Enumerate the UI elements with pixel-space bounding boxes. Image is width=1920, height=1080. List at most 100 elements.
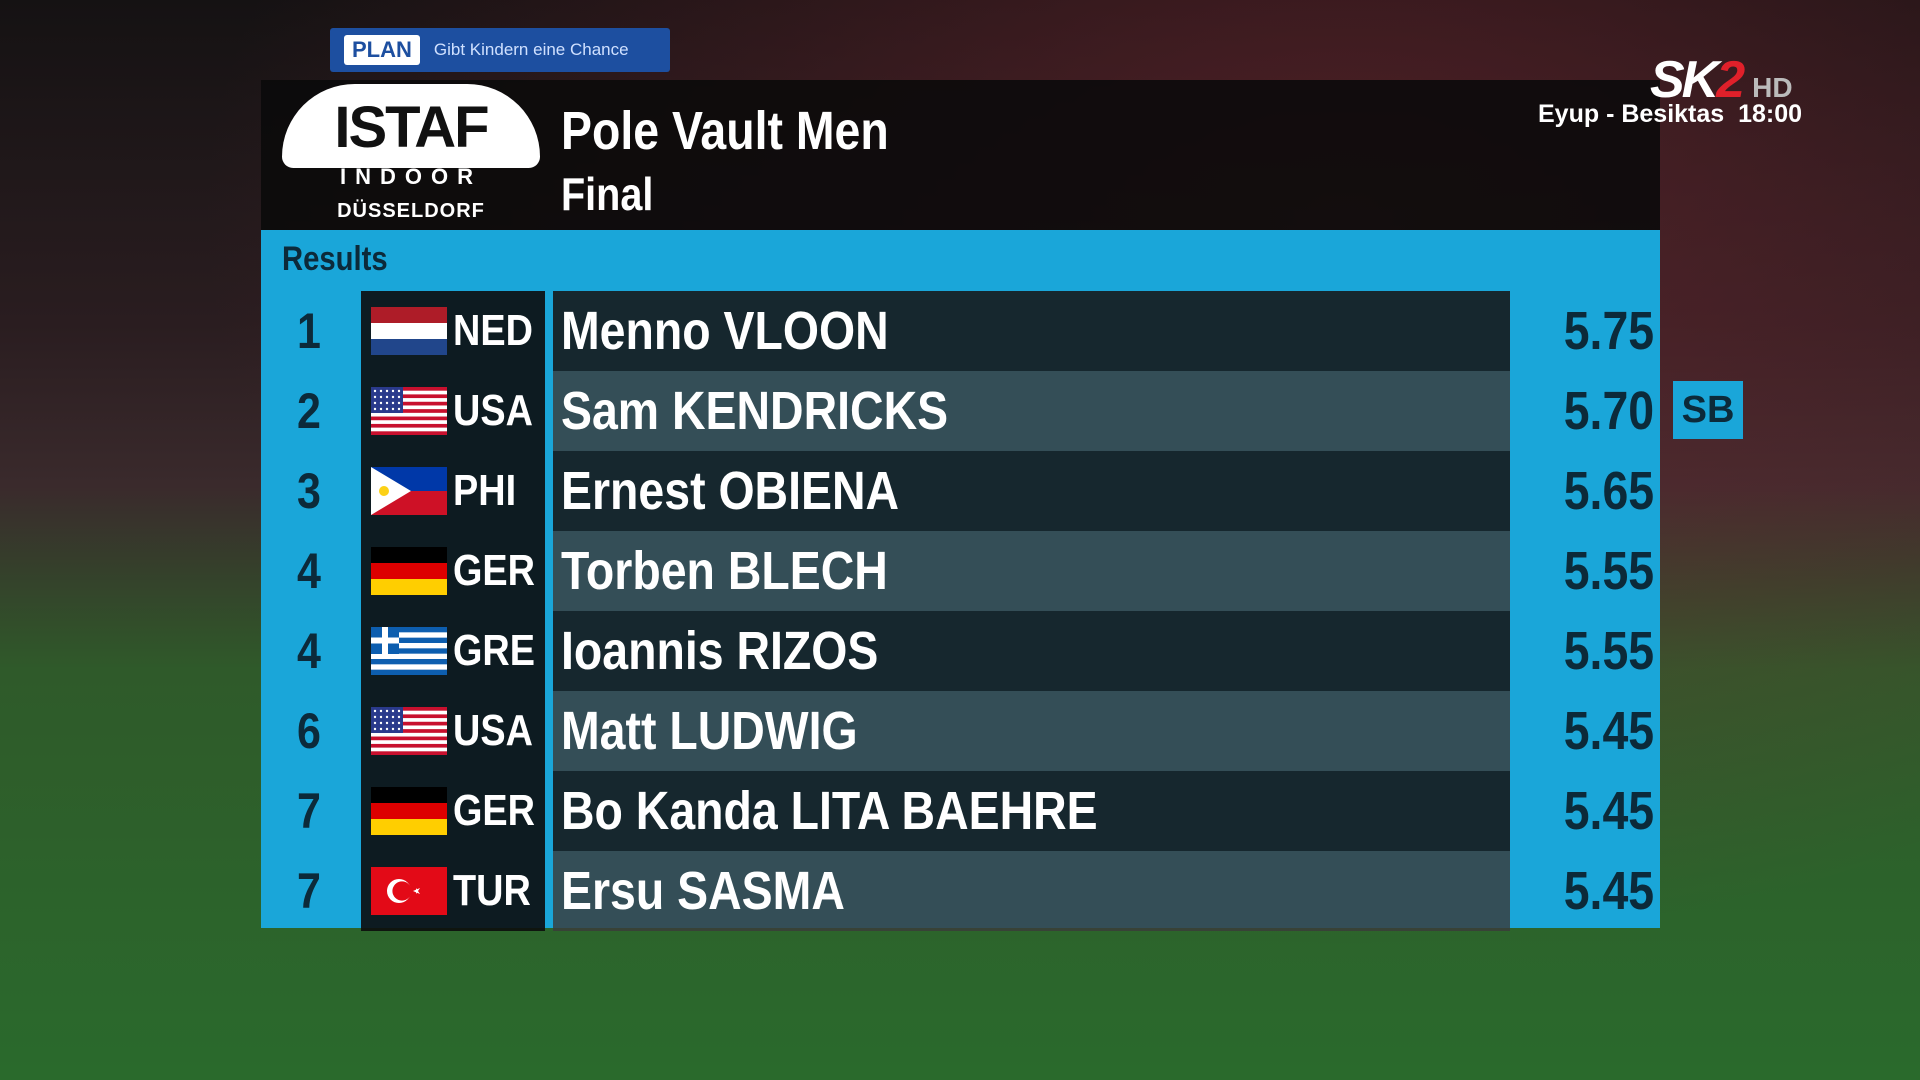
athlete-name: Sam KENDRICKS (561, 381, 949, 441)
flag-icon (371, 787, 447, 836)
athlete: Ioannis RIZOS (553, 611, 1510, 691)
event-title: Pole Vault Men (561, 100, 942, 162)
rank-text: 4 (297, 623, 322, 679)
mark-text: 5.45 (1563, 781, 1654, 841)
flag (371, 787, 447, 836)
mark: 5.75 (1510, 291, 1660, 371)
rank: 4 (261, 531, 361, 611)
country-code: TUR (453, 866, 531, 915)
results-heading-text: Results (282, 240, 388, 278)
country-code: USA (453, 706, 533, 755)
athlete: Matt LUDWIG (553, 691, 1510, 771)
nation: USA (361, 371, 545, 451)
athlete-name: Matt LUDWIG (561, 701, 858, 761)
country-code: GER (453, 786, 536, 835)
rank-text: 1 (297, 303, 322, 359)
rank: 7 (261, 851, 361, 931)
rank-text: 4 (297, 543, 322, 599)
athlete: Menno VLOON (553, 291, 1510, 371)
flag (371, 707, 447, 756)
flag (371, 387, 447, 436)
athlete-name: Ersu SASMA (561, 861, 845, 921)
ad-slogan: Gibt Kindern eine Chance (433, 40, 629, 59)
rank-text: 6 (297, 703, 322, 759)
flag-icon (371, 307, 447, 356)
event-round: Final (561, 167, 668, 221)
flag (371, 627, 447, 676)
next-program: Eyup - Besiktas 18:00 (1538, 100, 1802, 129)
country-code: PHI (453, 466, 517, 515)
rank-text: 3 (297, 463, 322, 519)
ad-banner: PLAN Gibt Kindern eine Chance (330, 28, 670, 72)
athlete: Bo Kanda LITA BAEHRE (553, 771, 1510, 851)
flag (371, 307, 447, 356)
athlete: Sam KENDRICKS (553, 371, 1510, 451)
flag-icon (371, 867, 447, 915)
country-code: GER (453, 546, 536, 595)
logo-name: ISTAF (334, 95, 489, 160)
athlete: Ersu SASMA (553, 851, 1510, 931)
rank-text: 7 (297, 863, 322, 919)
athlete-name: Ioannis RIZOS (561, 621, 879, 681)
results-heading: Results (282, 240, 405, 279)
country-code: GRE (453, 626, 536, 675)
nation: GER (361, 531, 545, 611)
athlete-name: Ernest OBIENA (561, 461, 900, 521)
nation: TUR (361, 851, 545, 931)
flag (371, 547, 447, 596)
channel-number: 2 (1716, 51, 1745, 109)
mark-text: 5.65 (1563, 461, 1654, 521)
record-note: SB (1673, 381, 1743, 439)
nation: PHI (361, 451, 545, 531)
athlete-name: Torben BLECH (561, 541, 888, 601)
rank: 4 (261, 611, 361, 691)
rank-text: 2 (297, 383, 322, 439)
mark: 5.55 (1510, 531, 1660, 611)
mark: 5.45 (1510, 691, 1660, 771)
rank: 3 (261, 451, 361, 531)
event-round-text: Final (561, 168, 654, 220)
mark-text: 5.45 (1563, 861, 1654, 921)
logo-arch (282, 84, 540, 168)
country-code: NED (453, 306, 533, 355)
event-title-text: Pole Vault Men (561, 101, 889, 161)
mark-text: 5.70 (1563, 381, 1654, 441)
flag (371, 867, 447, 915)
rank: 6 (261, 691, 361, 771)
flag-icon (371, 707, 447, 756)
channel-logo: SK2 HD (1650, 50, 1793, 110)
flag-icon (371, 387, 447, 436)
athlete-name: Bo Kanda LITA BAEHRE (561, 781, 1098, 841)
rank: 1 (261, 291, 361, 371)
mark-text: 5.55 (1563, 541, 1654, 601)
rank: 7 (261, 771, 361, 851)
flag (371, 467, 447, 515)
athlete: Torben BLECH (553, 531, 1510, 611)
logo-city: DÜSSELDORF (337, 200, 485, 222)
mark: 5.70 (1510, 371, 1660, 451)
mark: 5.45 (1510, 851, 1660, 931)
next-program-time: 18:00 (1738, 100, 1803, 128)
channel-quality: HD (1752, 72, 1793, 103)
athlete-name: Menno VLOON (561, 301, 889, 361)
mark: 5.55 (1510, 611, 1660, 691)
flag-icon (371, 547, 447, 596)
mark-text: 5.45 (1563, 701, 1654, 761)
athlete: Ernest OBIENA (553, 451, 1510, 531)
logo-subtitle: INDOOR (340, 164, 482, 189)
event-logo: ISTAF INDOOR DÜSSELDORF (282, 84, 540, 228)
nation: GRE (361, 611, 545, 691)
rank: 2 (261, 371, 361, 451)
mark-text: 5.75 (1563, 301, 1654, 361)
next-program-name: Eyup - Besiktas (1538, 100, 1725, 128)
flag-icon (371, 467, 447, 515)
rank-text: 7 (297, 783, 322, 839)
ad-brand: PLAN (344, 35, 420, 65)
mark-text: 5.55 (1563, 621, 1654, 681)
nation: GER (361, 771, 545, 851)
mark: 5.65 (1510, 451, 1660, 531)
mark: 5.45 (1510, 771, 1660, 851)
channel-name: SK (1650, 51, 1719, 109)
